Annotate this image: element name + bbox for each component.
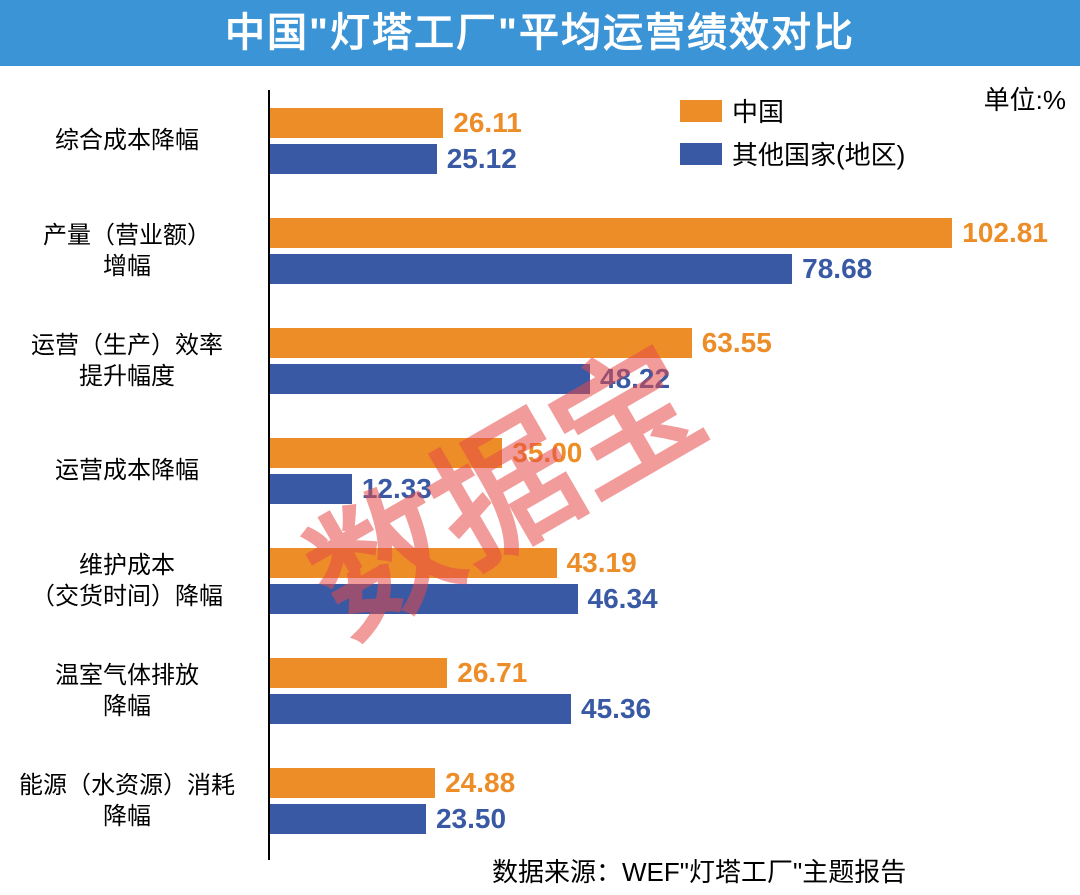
bar [270, 548, 557, 578]
category-group: 能源（水资源）消耗 降幅 24.88 23.50 [0, 768, 1080, 834]
bar [270, 364, 590, 394]
bar-value-label: 26.11 [453, 107, 522, 139]
bar-value-label: 35.00 [512, 437, 582, 469]
category-group: 产量（营业额） 增幅 102.81 78.68 [0, 218, 1080, 284]
bar [270, 144, 437, 174]
category-label: 温室气体排放 降幅 [0, 660, 254, 722]
bar [270, 658, 447, 688]
category-label: 产量（营业额） 增幅 [0, 220, 254, 282]
bar [270, 474, 352, 504]
bar-value-label: 102.81 [962, 217, 1048, 249]
data-source: 数据来源：WEF"灯塔工厂"主题报告 [492, 852, 906, 889]
category-label: 能源（水资源）消耗 降幅 [0, 770, 254, 832]
bar [270, 328, 692, 358]
category-label: 运营（生产）效率 提升幅度 [0, 330, 254, 392]
chart-area: 综合成本降幅 26.11 25.12 产量（营业额） 增幅 102.81 78.68 运营（… [0, 0, 1080, 895]
bar [270, 254, 792, 284]
bar-value-label: 12.33 [362, 473, 432, 505]
bar-value-label: 24.88 [445, 767, 515, 799]
bar-value-label: 23.50 [436, 803, 506, 835]
bar-value-label: 25.12 [447, 143, 517, 175]
category-group: 维护成本 （交货时间）降幅 43.19 46.34 [0, 548, 1080, 614]
bar-value-label: 45.36 [581, 693, 651, 725]
bar-value-label: 43.19 [567, 547, 637, 579]
category-group: 运营成本降幅 35.00 12.33 [0, 438, 1080, 504]
category-label: 维护成本 （交货时间）降幅 [0, 550, 254, 612]
bar [270, 218, 952, 248]
bar-value-label: 26.71 [457, 657, 527, 689]
bar [270, 804, 426, 834]
bar-value-label: 78.68 [802, 253, 872, 285]
category-group: 综合成本降幅 26.11 25.12 [0, 108, 1080, 174]
bar [270, 694, 571, 724]
bar [270, 108, 443, 138]
bar [270, 438, 502, 468]
category-label: 运营成本降幅 [0, 455, 254, 486]
bar [270, 584, 578, 614]
bar-value-label: 63.55 [702, 327, 772, 359]
category-group: 温室气体排放 降幅 26.71 45.36 [0, 658, 1080, 724]
bar-value-label: 48.22 [600, 363, 670, 395]
category-group: 运营（生产）效率 提升幅度 63.55 48.22 [0, 328, 1080, 394]
category-label: 综合成本降幅 [0, 125, 254, 156]
bar [270, 768, 435, 798]
bar-value-label: 46.34 [588, 583, 658, 615]
